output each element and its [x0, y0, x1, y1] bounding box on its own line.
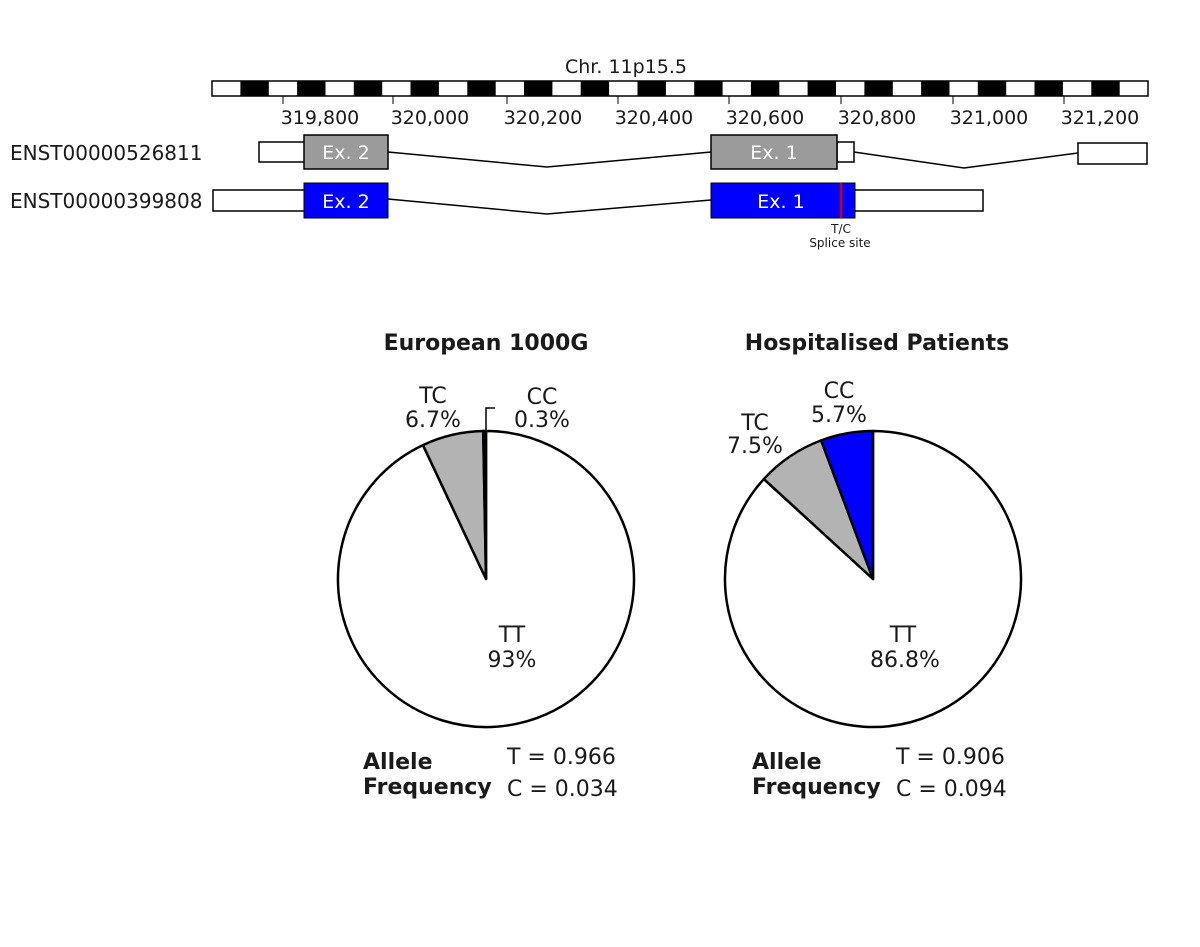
ruler-block — [410, 81, 439, 96]
utr-box — [853, 189, 984, 212]
intron-line — [387, 151, 712, 168]
tick-label: 319,800 — [281, 107, 360, 129]
ruler-block — [297, 81, 326, 96]
ruler-block — [694, 81, 723, 96]
ruler-block — [807, 81, 836, 96]
pie-chart-european: European 1000G TT 93% TC 6.7% CC 0.3% Al… — [336, 331, 636, 802]
tick-label: 321,200 — [1061, 107, 1140, 129]
tick-label: 320,400 — [615, 107, 694, 129]
exon-box — [303, 182, 389, 219]
tick-label: 320,600 — [726, 107, 805, 129]
ruler-block — [1091, 81, 1120, 96]
allele-frequency-c: C = 0.034 — [507, 777, 618, 802]
slice-label-tt: TT — [498, 623, 526, 648]
pie-title: European 1000G — [384, 331, 589, 356]
transcript-id: ENST00000399808 — [10, 189, 202, 213]
utr-box — [212, 189, 306, 212]
slice-label-cc: CC — [824, 379, 855, 404]
slice-value-tt: 93% — [488, 648, 537, 673]
tick-label: 320,200 — [504, 107, 583, 129]
slice-label-cc: CC — [527, 385, 558, 410]
intron-line — [853, 151, 1079, 169]
slice-value-tt: 86.8% — [870, 648, 940, 673]
ruler-blocks — [240, 81, 1120, 96]
chromosome-ruler — [211, 80, 1149, 97]
allele-frequency-label-line1: Allele — [752, 750, 822, 775]
gene-track: Chr. 11p15.5 319,800 320,000 320,200 320… — [10, 56, 1149, 250]
pie-slices — [723, 429, 1023, 729]
transcript-id: ENST00000526811 — [10, 141, 202, 165]
ruler-block — [750, 81, 780, 96]
slice-value-tc: 7.5% — [727, 434, 783, 459]
ruler-block — [240, 81, 269, 96]
tick-label: 320,800 — [838, 107, 917, 129]
ruler-block — [467, 81, 496, 96]
ruler-ticks: 319,800 320,000 320,200 320,400 320,600 … — [281, 96, 1140, 129]
tick-label: 321,000 — [950, 107, 1029, 129]
utr-box — [836, 141, 855, 163]
ruler-block — [637, 81, 666, 96]
ruler-block — [580, 81, 610, 96]
exon-label: Ex. 2 — [322, 142, 369, 164]
slice-label-tc: TC — [740, 411, 769, 436]
ruler-block — [1034, 81, 1063, 96]
allele-frequency-t: T = 0.906 — [895, 745, 1005, 770]
exon-box — [710, 134, 838, 170]
intron-line — [387, 198, 712, 215]
slice-value-tc: 6.7% — [405, 408, 461, 433]
ruler-block — [524, 81, 553, 96]
slice-label-tt: TT — [889, 623, 917, 648]
cc-leader-line — [485, 407, 495, 432]
exon-box — [303, 134, 389, 170]
pie-slices — [336, 429, 636, 729]
pie-slice-cc — [819, 429, 875, 581]
splice-site-label: Splice site — [809, 236, 870, 250]
ruler-outline — [211, 80, 1149, 97]
transcript-1: ENST00000526811 Ex. 2 Ex. 1 — [10, 134, 1148, 170]
splice-allele: T/C — [830, 222, 851, 236]
slice-value-cc: 0.3% — [514, 408, 570, 433]
exon-label: Ex. 1 — [757, 191, 804, 213]
slice-label-tc: TC — [418, 384, 447, 409]
allele-frequency-c: C = 0.094 — [896, 777, 1007, 802]
ruler-block — [353, 81, 383, 96]
allele-frequency-t: T = 0.966 — [506, 745, 616, 770]
utr-box — [1077, 142, 1148, 165]
ruler-block — [921, 81, 950, 96]
ruler-block — [977, 81, 1007, 96]
pie-chart-hospitalised: Hospitalised Patients TT 86.8% TC 7.5% C… — [723, 331, 1023, 802]
exon-box — [710, 182, 856, 219]
transcript-2: ENST00000399808 Ex. 2 Ex. 1 T/C Splice s… — [10, 182, 984, 250]
allele-frequency-label-line2: Frequency — [752, 775, 881, 800]
allele-frequency-label-line1: Allele — [363, 750, 433, 775]
allele-frequency-label-line2: Frequency — [363, 775, 492, 800]
exon-label: Ex. 2 — [322, 191, 369, 213]
slice-value-cc: 5.7% — [811, 403, 867, 428]
tick-label: 320,000 — [391, 107, 470, 129]
utr-box — [258, 141, 306, 163]
chromosome-label: Chr. 11p15.5 — [565, 56, 687, 78]
exon-label: Ex. 1 — [750, 142, 797, 164]
pie-title: Hospitalised Patients — [745, 331, 1009, 356]
ruler-block — [864, 81, 893, 96]
